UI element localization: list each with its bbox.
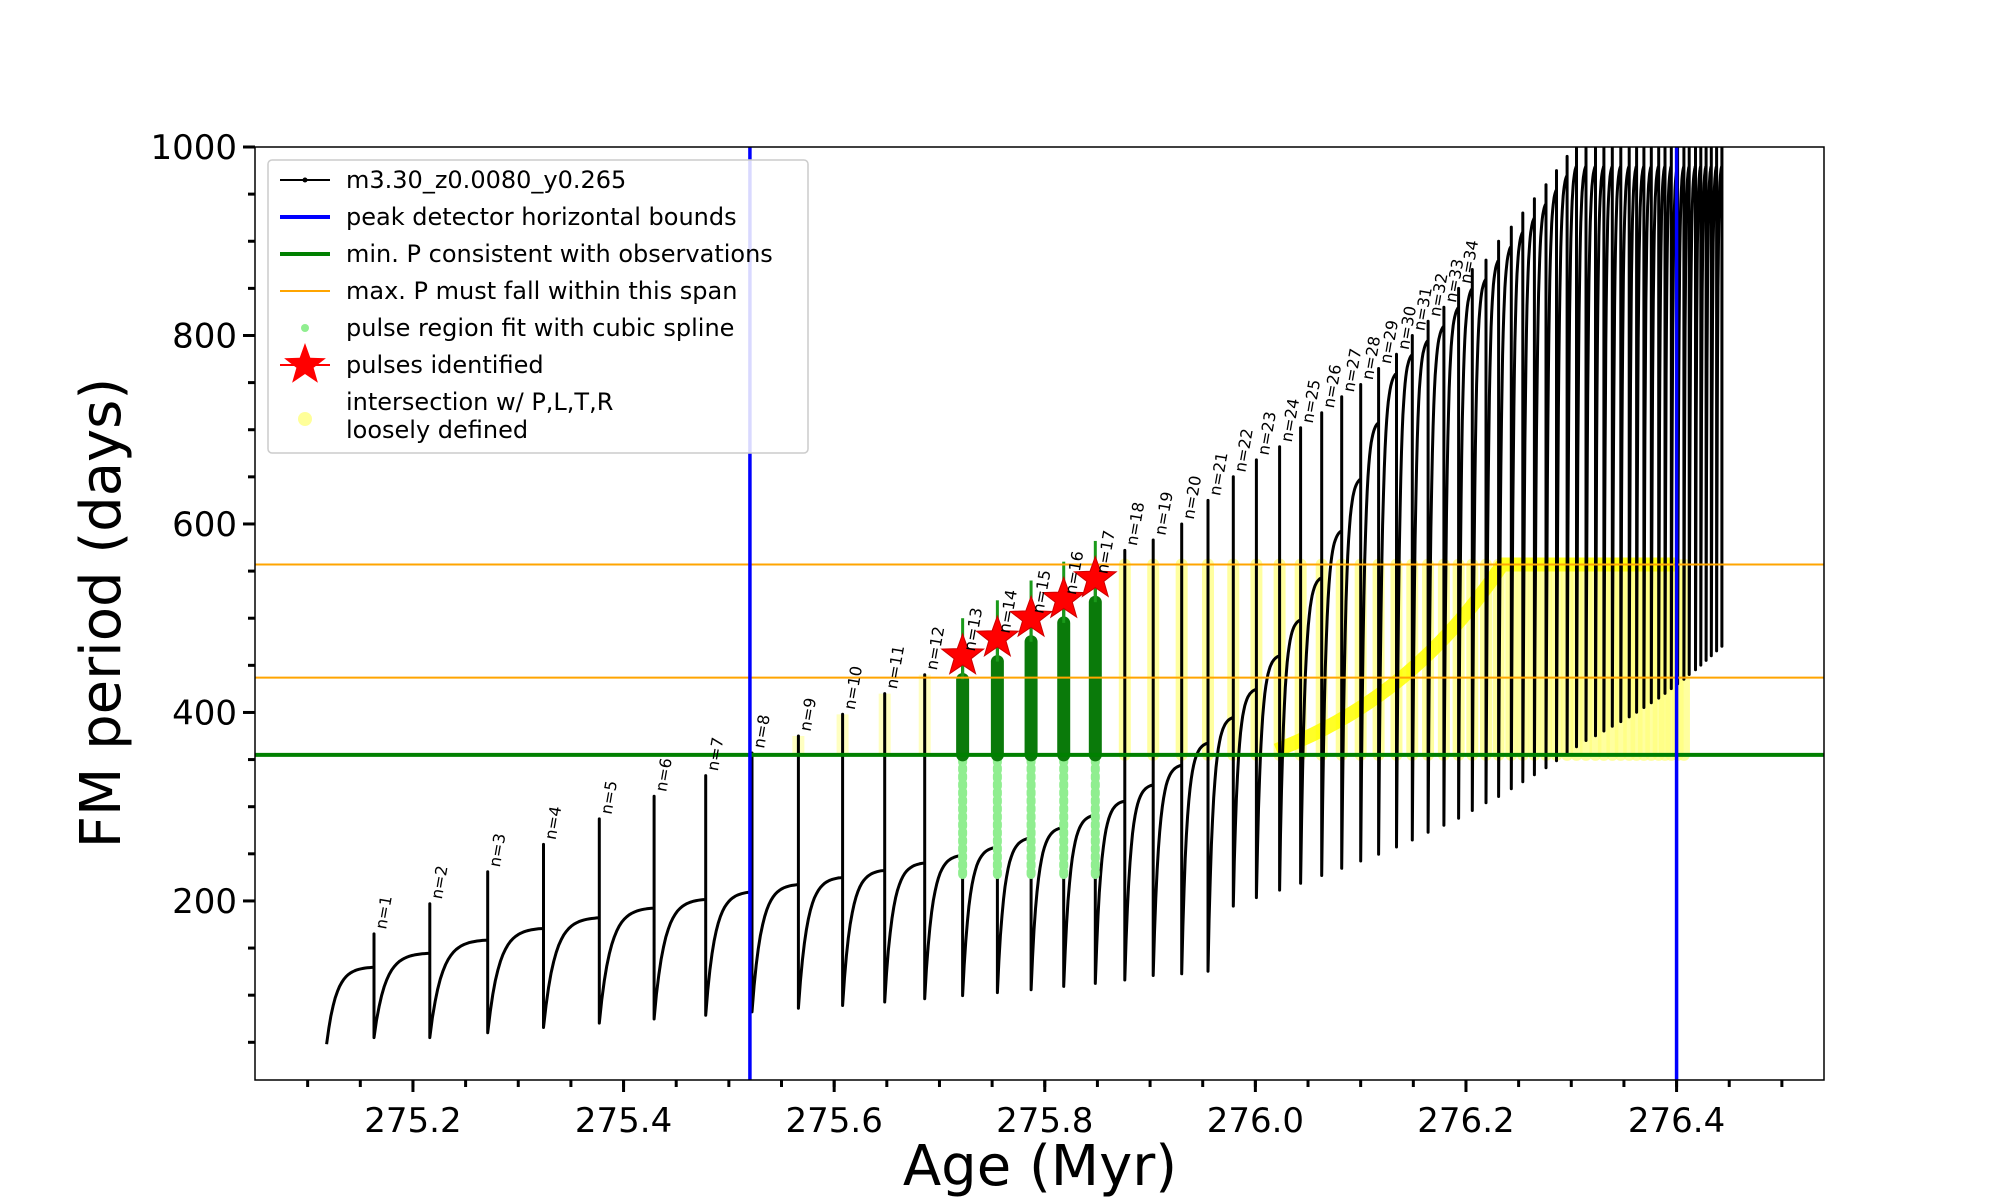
x-tick-label: 275.6 xyxy=(785,1101,882,1141)
legend-label: m3.30_z0.0080_y0.265 xyxy=(346,166,626,194)
y-tick-label: 800 xyxy=(172,316,237,356)
x-tick-label: 275.2 xyxy=(364,1101,461,1141)
pulse-label: n=11 xyxy=(882,644,908,691)
pulse-label: n=17 xyxy=(1093,529,1119,576)
pulse-label: n=1 xyxy=(371,894,396,931)
x-tick-label: 276.0 xyxy=(1207,1101,1304,1141)
legend-label: loosely defined xyxy=(346,416,528,444)
pulse-label: n=2 xyxy=(427,864,452,901)
pulse-label: n=5 xyxy=(597,779,622,816)
legend-handle-dot xyxy=(301,324,309,332)
pulse-label: n=13 xyxy=(960,606,986,653)
y-tick-label: 400 xyxy=(172,693,237,733)
pulse-label: n=12 xyxy=(922,625,948,672)
axes: 275.2 275.4 275.6 275.8 276.0 276.2 276.4 200 40… xyxy=(150,128,1784,1141)
pulse-star-marker xyxy=(1041,575,1087,619)
pulse-star-marker xyxy=(1072,555,1118,598)
pulse-label: n=21 xyxy=(1205,451,1231,498)
pulse-star-marker xyxy=(1008,594,1054,638)
pulse-label: n=4 xyxy=(541,805,566,842)
legend-label: peak detector horizontal bounds xyxy=(346,203,737,231)
model-track-curve xyxy=(325,147,1724,1045)
y-axis-title: FM period (days) xyxy=(69,378,134,848)
legend-label: min. P consistent with observations xyxy=(346,240,773,268)
x-tick-label: 276.2 xyxy=(1417,1101,1514,1141)
pulse-label: n=6 xyxy=(651,757,676,794)
pulse-label: n=34 xyxy=(1456,239,1482,286)
pulse-label: n=23 xyxy=(1254,410,1280,457)
x-tick-label: 275.8 xyxy=(996,1101,1093,1141)
pulse-label: n=19 xyxy=(1150,490,1176,537)
pulse-label: n=9 xyxy=(796,696,821,733)
pulse-label: n=10 xyxy=(840,664,866,711)
x-axis-title: Age (Myr) xyxy=(903,1134,1177,1199)
pulse-label: n=8 xyxy=(749,713,774,750)
y-tick-label: 200 xyxy=(172,882,237,922)
pulse-star-marker xyxy=(940,632,986,675)
legend-label: max. P must fall within this span xyxy=(346,277,737,305)
pulse-label: n=22 xyxy=(1230,427,1256,474)
legend-handle-dot xyxy=(298,412,312,426)
pulse-label: n=3 xyxy=(485,832,510,869)
y-tick-label: 1000 xyxy=(150,128,237,168)
legend-box xyxy=(267,159,809,454)
x-tick-label: 275.4 xyxy=(575,1101,672,1141)
legend-handle-marker xyxy=(302,177,308,183)
legend-label: intersection w/ P,L,T,R xyxy=(346,388,613,416)
y-tick-label: 600 xyxy=(172,505,237,545)
pulse-label: n=16 xyxy=(1061,550,1087,597)
pulse-label: n=18 xyxy=(1122,501,1148,548)
x-tick-label: 276.4 xyxy=(1628,1101,1725,1141)
legend-label: pulse region fit with cubic spline xyxy=(346,314,734,342)
pulse-star-marker xyxy=(975,614,1020,658)
legend-label: pulses identified xyxy=(346,351,544,379)
pulse-label: n=20 xyxy=(1179,474,1205,521)
legend-handle-star xyxy=(284,343,326,383)
pulse-label: n=7 xyxy=(703,736,728,773)
pulse-label: n=15 xyxy=(1028,568,1054,615)
pulse-label: n=14 xyxy=(995,588,1021,635)
plot-frame xyxy=(254,146,1825,1081)
